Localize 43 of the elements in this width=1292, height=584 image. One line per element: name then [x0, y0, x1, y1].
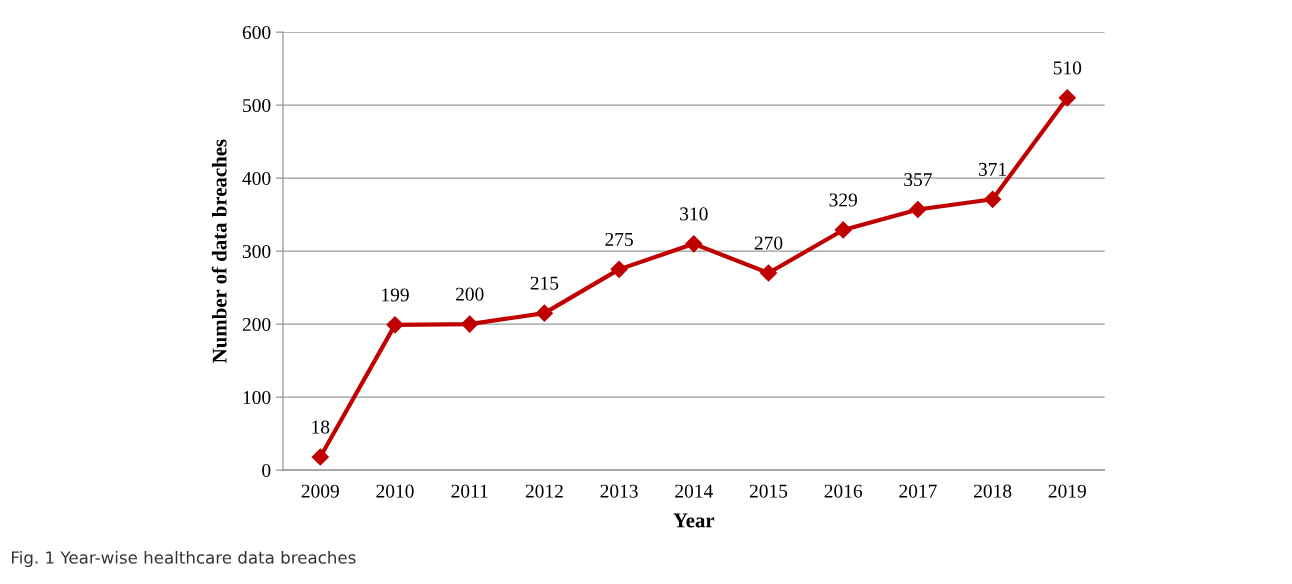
- point: [834, 221, 852, 239]
- x-tick-label: 2011: [451, 484, 488, 498]
- x-tick-label: 2014: [675, 484, 713, 498]
- x-tick-label: 2015: [749, 484, 788, 498]
- point: [535, 304, 553, 322]
- x-tick-label: 2009: [301, 484, 339, 498]
- x-axis-title: Year: [673, 513, 715, 528]
- data-label: 329: [829, 193, 857, 207]
- y-tick-label: 0: [262, 463, 271, 478]
- y-axis-title: Number of data breaches: [211, 139, 227, 363]
- data-label: 200: [455, 287, 484, 301]
- point: [461, 315, 479, 333]
- y-tick-label: 500: [243, 98, 271, 113]
- data-label: 357: [904, 173, 932, 187]
- data-label: 510: [1053, 61, 1082, 75]
- y-tick-label: 600: [242, 25, 271, 40]
- point: [1058, 89, 1076, 107]
- x-tick-label: 2018: [974, 484, 1012, 498]
- x-tick-label: 2019: [1048, 484, 1086, 498]
- y-tick-label: 300: [242, 244, 271, 259]
- point: [909, 200, 927, 219]
- y-tick-label: 400: [242, 171, 271, 186]
- data-label: 371: [978, 162, 1007, 176]
- point: [759, 264, 778, 282]
- data-label: 199: [382, 288, 409, 302]
- x-tick-label: 2012: [525, 484, 563, 498]
- caption: Fig. 1 Year-wise healthcare data breaches: [11, 550, 356, 568]
- point: [610, 260, 628, 278]
- x-tick-label: 2010: [376, 484, 414, 498]
- point: [984, 190, 1002, 208]
- data-label: 215: [530, 276, 559, 290]
- data-label: 270: [754, 236, 783, 250]
- data-label: 310: [680, 207, 708, 221]
- data-label: 275: [605, 232, 633, 246]
- point: [311, 448, 329, 466]
- point: [386, 316, 404, 334]
- x-tick-label: 2016: [824, 484, 863, 498]
- y-tick-label: 200: [242, 317, 271, 332]
- x-tick-label: 2013: [600, 484, 638, 498]
- y-tick-label: 100: [243, 390, 271, 405]
- data-label: 18: [312, 420, 330, 434]
- point: [685, 235, 703, 253]
- x-tick-label: 2017: [899, 484, 937, 498]
